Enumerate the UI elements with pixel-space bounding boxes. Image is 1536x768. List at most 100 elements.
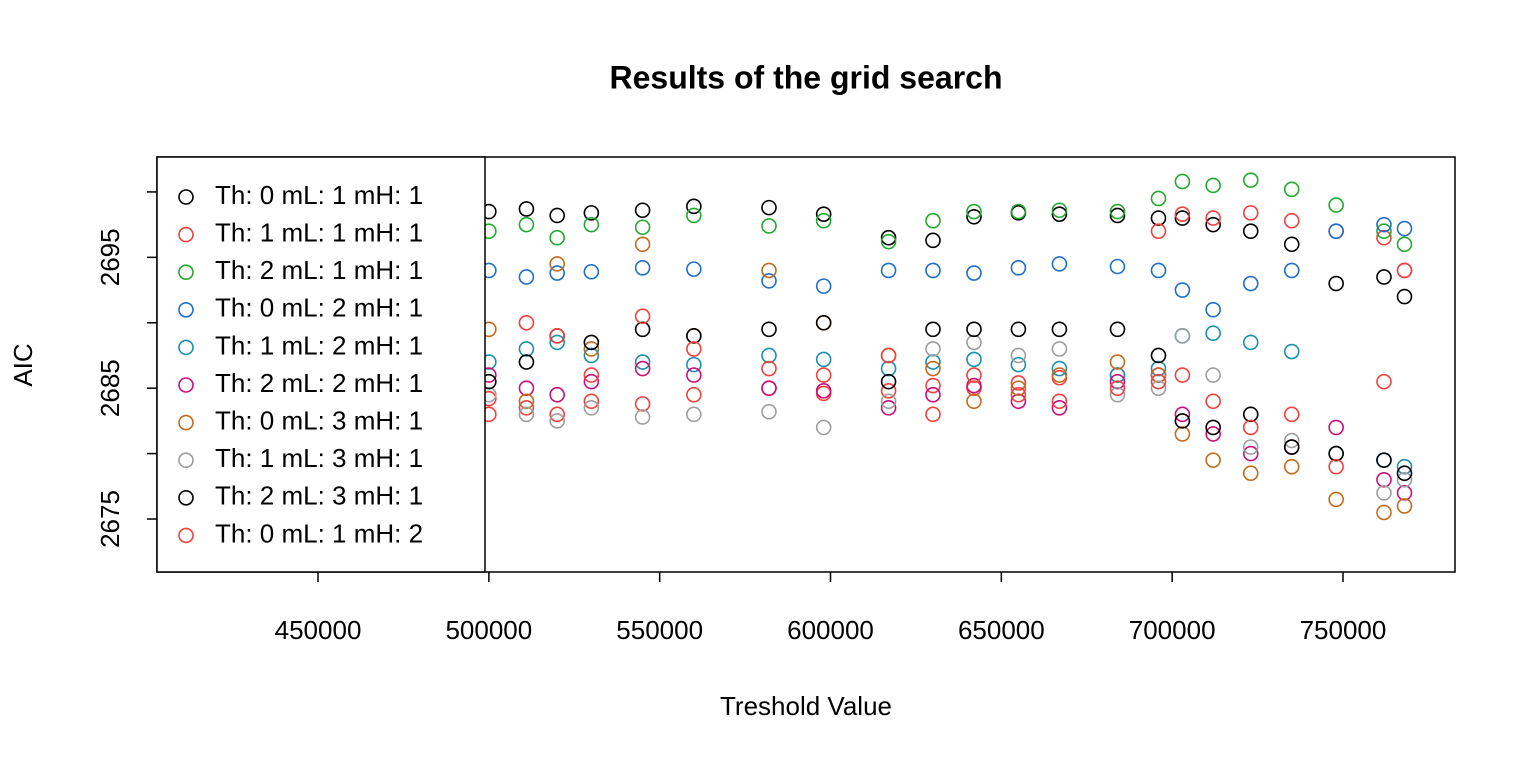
point <box>1328 491 1344 508</box>
point <box>880 233 897 250</box>
point <box>1283 343 1300 360</box>
x-tick-label: 650000 <box>958 615 1045 645</box>
point <box>634 354 651 370</box>
point <box>925 377 941 394</box>
point <box>1174 282 1191 298</box>
point <box>1328 197 1344 213</box>
point <box>1109 354 1126 370</box>
point <box>1205 325 1221 342</box>
point <box>925 406 941 423</box>
point <box>1283 262 1300 279</box>
point <box>815 367 832 383</box>
point <box>815 314 832 331</box>
x-tick-label: 450000 <box>275 615 362 645</box>
legend-label: Th: 0 mL: 1 mH: 1 <box>215 180 423 210</box>
point <box>1376 452 1392 468</box>
point <box>1396 465 1413 482</box>
x-tick-label: 550000 <box>616 615 703 645</box>
point <box>1051 341 1068 357</box>
legend-label: Th: 1 mL: 3 mH: 1 <box>215 443 423 473</box>
point <box>686 341 702 357</box>
point <box>583 393 600 410</box>
point <box>634 409 651 425</box>
point <box>966 265 982 281</box>
point <box>925 386 941 403</box>
point <box>686 207 702 224</box>
point <box>1328 445 1344 462</box>
point <box>634 219 651 236</box>
point <box>761 380 777 396</box>
y-axis-label: AIC <box>8 343 38 386</box>
point <box>518 201 535 217</box>
point <box>1174 173 1191 190</box>
point <box>1150 360 1167 377</box>
point <box>518 216 535 233</box>
point <box>1242 419 1259 436</box>
point <box>966 208 982 225</box>
point <box>1376 485 1392 501</box>
point <box>1205 177 1221 194</box>
point <box>1396 471 1413 488</box>
point <box>1051 393 1068 410</box>
point <box>880 400 897 416</box>
point <box>1010 393 1027 410</box>
legend-label: Th: 0 mL: 2 mH: 1 <box>215 293 423 323</box>
point <box>1010 375 1027 391</box>
legend-marker <box>178 189 194 205</box>
point <box>1376 269 1392 285</box>
point <box>686 198 702 215</box>
point <box>1283 458 1300 475</box>
point <box>634 308 651 325</box>
point <box>1242 205 1259 221</box>
point <box>686 328 702 344</box>
point <box>634 236 651 253</box>
legend-label: Th: 1 mL: 1 mH: 1 <box>215 217 423 247</box>
point <box>1396 485 1413 501</box>
point <box>1174 206 1191 222</box>
point <box>966 321 982 338</box>
legend-marker <box>178 527 194 544</box>
legend-box <box>156 156 486 573</box>
point <box>1396 220 1413 237</box>
x-axis-label: Treshold Value <box>720 691 892 721</box>
legend-label: Th: 2 mL: 2 mH: 1 <box>215 368 423 398</box>
point <box>925 262 941 279</box>
point <box>1010 380 1027 396</box>
point <box>1205 426 1221 442</box>
point <box>549 334 565 351</box>
point <box>1174 367 1191 383</box>
point <box>1283 439 1300 455</box>
point <box>1396 458 1413 475</box>
legend-marker <box>178 489 194 506</box>
legend-marker <box>178 301 194 318</box>
point <box>1328 223 1344 239</box>
point <box>1205 452 1221 468</box>
legend-marker <box>178 377 194 393</box>
point <box>1396 236 1413 253</box>
point <box>583 216 600 233</box>
point <box>1150 223 1167 239</box>
point <box>1328 419 1344 436</box>
point <box>1010 260 1027 276</box>
point <box>518 269 535 285</box>
point <box>583 205 600 221</box>
x-tick-label: 750000 <box>1300 615 1387 645</box>
y-tick-label: 2695 <box>95 228 125 286</box>
point <box>549 207 565 224</box>
legend-label: Th: 1 mL: 2 mH: 1 <box>215 330 423 360</box>
point <box>1109 380 1126 396</box>
point <box>1010 356 1027 373</box>
point <box>815 212 832 229</box>
point <box>583 400 600 416</box>
point <box>761 321 777 338</box>
point <box>634 260 651 276</box>
point <box>583 373 600 390</box>
point <box>966 377 982 394</box>
point <box>815 206 832 222</box>
point <box>518 314 535 331</box>
point <box>518 406 535 423</box>
point <box>686 406 702 423</box>
point <box>549 229 565 246</box>
point <box>880 229 897 246</box>
point <box>966 367 982 383</box>
